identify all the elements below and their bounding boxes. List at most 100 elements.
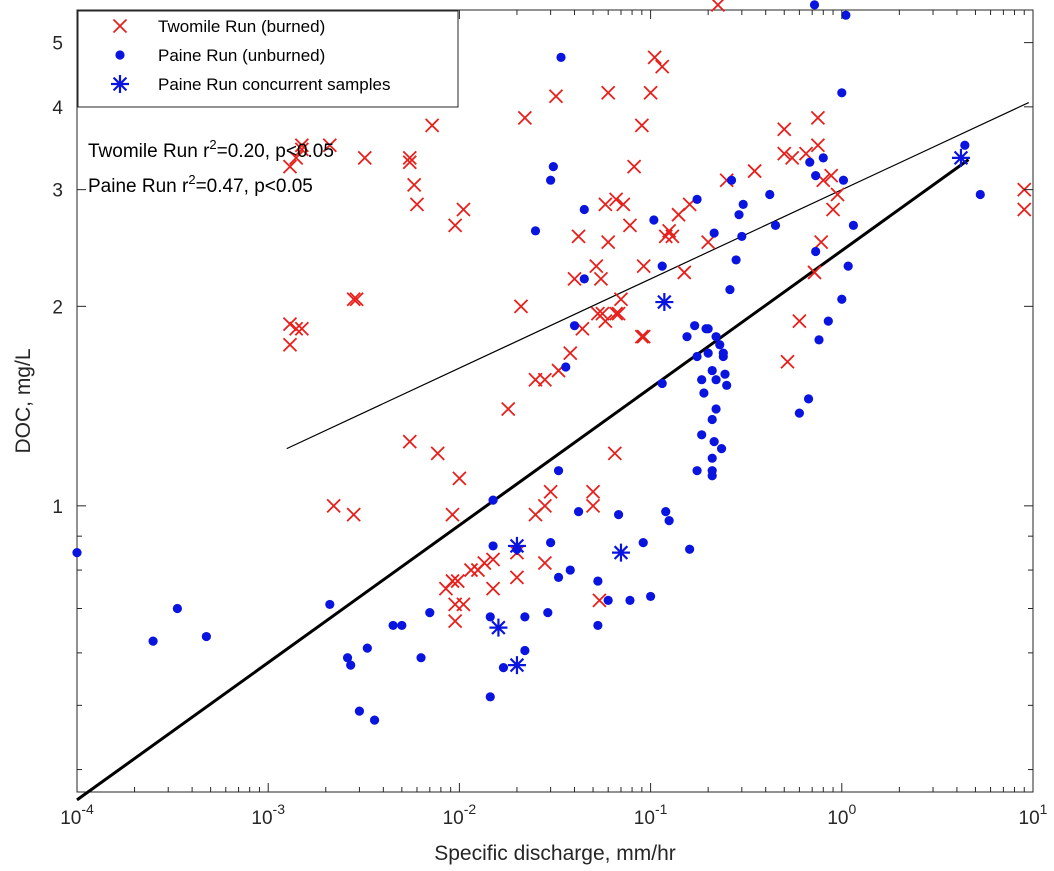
x-tick-label-1: 10-3 (251, 801, 285, 829)
data-point-s1-78 (430, 446, 445, 461)
data-point-s2-35 (711, 332, 721, 342)
paine-stats-annotation: Paine Run r2=0.47, p<0.05 (88, 172, 313, 197)
data-point-s1-11 (810, 110, 826, 125)
data-point-s1-22 (785, 150, 800, 166)
data-point-s1-61 (282, 337, 298, 352)
data-point-s2-88 (593, 620, 603, 631)
data-point-s1-21 (747, 163, 762, 179)
data-point-s1-28 (407, 177, 422, 193)
legend-box (77, 10, 459, 108)
data-point-s2-61 (707, 471, 717, 481)
legend-item-2: Paine Run (unburned) (115, 46, 325, 65)
data-point-s2-51 (711, 404, 721, 414)
data-point-s2-98 (354, 706, 365, 716)
data-point-s1-102 (592, 593, 607, 608)
twomile-stats-prefix: Twomile Run r (88, 141, 210, 162)
data-point-s1-4 (548, 89, 564, 104)
data-point-s2-17 (649, 215, 659, 225)
data-point-s1-51 (593, 271, 609, 287)
y-axis-title: DOC, mg/L (12, 348, 35, 453)
data-point-s1-9 (634, 118, 649, 133)
data-point-s2-83 (485, 612, 495, 622)
data-point-s2-3 (556, 52, 566, 62)
data-point-s2-99 (369, 715, 380, 725)
data-point-s1-81 (543, 484, 558, 499)
x-tick-label-3: 10-1 (634, 801, 668, 829)
data-point-s2-15 (738, 199, 748, 210)
data-point-s2-34 (682, 332, 692, 342)
data-point-s2-66 (661, 507, 671, 517)
data-point-s1-52 (677, 265, 692, 280)
data-point-s3-4 (611, 543, 630, 562)
data-point-s2-19 (848, 220, 859, 230)
x-tick-base-5: 10 (1019, 808, 1040, 829)
data-point-s2-44 (707, 365, 717, 376)
data-point-s2-21 (709, 228, 719, 238)
data-point-s1-64 (608, 306, 624, 321)
data-point-s2-57 (716, 444, 727, 454)
data-point-s1-60 (294, 321, 310, 336)
data-point-s1-49 (636, 258, 651, 274)
data-point-s2-92 (342, 653, 353, 663)
data-point-s1-12 (294, 142, 310, 157)
data-point-s1-15 (282, 159, 298, 174)
data-point-s1-55 (513, 299, 529, 314)
data-point-s2-7 (811, 170, 821, 181)
x-tick-base-3: 10 (634, 808, 655, 829)
data-point-s1-16 (322, 138, 337, 153)
y-tick-label-2: 3 (52, 181, 63, 202)
data-point-s1-79 (607, 446, 622, 461)
data-point-s2-62 (553, 466, 564, 476)
data-points (72, 0, 1032, 725)
x-tick-label-5: 101 (1019, 801, 1048, 829)
data-point-s2-100 (975, 189, 985, 200)
data-point-s1-19 (402, 150, 417, 166)
data-point-s2-89 (201, 631, 211, 642)
data-point-s2-5 (818, 153, 828, 163)
data-point-s1-75 (528, 372, 543, 387)
plot-area (76, 9, 1034, 793)
data-point-s1-96 (450, 573, 465, 589)
data-point-s1-92 (485, 552, 501, 567)
paine-stats-sup: 2 (188, 172, 195, 187)
data-point-s1-35 (616, 197, 631, 212)
data-point-s2-93 (346, 660, 356, 670)
data-point-s1-39 (830, 187, 845, 202)
data-point-s1-1 (710, 0, 726, 13)
data-point-s2-31 (690, 321, 700, 331)
data-point-s2-86 (388, 620, 398, 631)
data-point-s2-30 (569, 321, 580, 331)
data-point-s2-91 (362, 643, 372, 653)
data-point-s1-101 (456, 597, 471, 612)
legend-label-2: Paine Run (unburned) (158, 46, 325, 65)
y-tick-label-1: 2 (52, 297, 63, 318)
data-point-s2-47 (697, 375, 707, 385)
data-point-s2-27 (579, 274, 589, 284)
data-point-s1-105 (1017, 202, 1032, 217)
data-point-s1-59 (289, 321, 304, 336)
data-point-s2-12 (765, 189, 775, 200)
data-point-s2-94 (416, 653, 426, 663)
data-point-s1-37 (671, 207, 686, 222)
data-point-s1-56 (346, 292, 361, 307)
legend-item-1: Twomile Run (burned) (112, 17, 325, 36)
x-tick-base-1: 10 (251, 808, 272, 829)
data-point-s1-80 (452, 471, 467, 486)
data-point-s2-40 (814, 335, 824, 345)
data-point-s1-71 (780, 354, 795, 369)
x-tick-base-4: 10 (827, 808, 848, 829)
data-point-s1-54 (613, 292, 629, 307)
data-point-s2-82 (425, 608, 435, 618)
data-point-s2-76 (593, 576, 603, 586)
data-point-s1-33 (608, 192, 624, 207)
data-point-s2-68 (546, 538, 556, 548)
data-point-s3-5 (489, 618, 508, 637)
data-point-s2-37 (823, 316, 833, 326)
data-point-s2-52 (794, 408, 804, 418)
data-point-s1-84 (585, 498, 601, 513)
x-tick-label-4: 100 (827, 801, 856, 829)
data-point-s1-48 (589, 258, 604, 274)
legend-item-3: Paine Run concurrent samples (111, 75, 390, 94)
data-point-s1-10 (777, 122, 792, 137)
data-point-s1-93 (463, 562, 479, 578)
